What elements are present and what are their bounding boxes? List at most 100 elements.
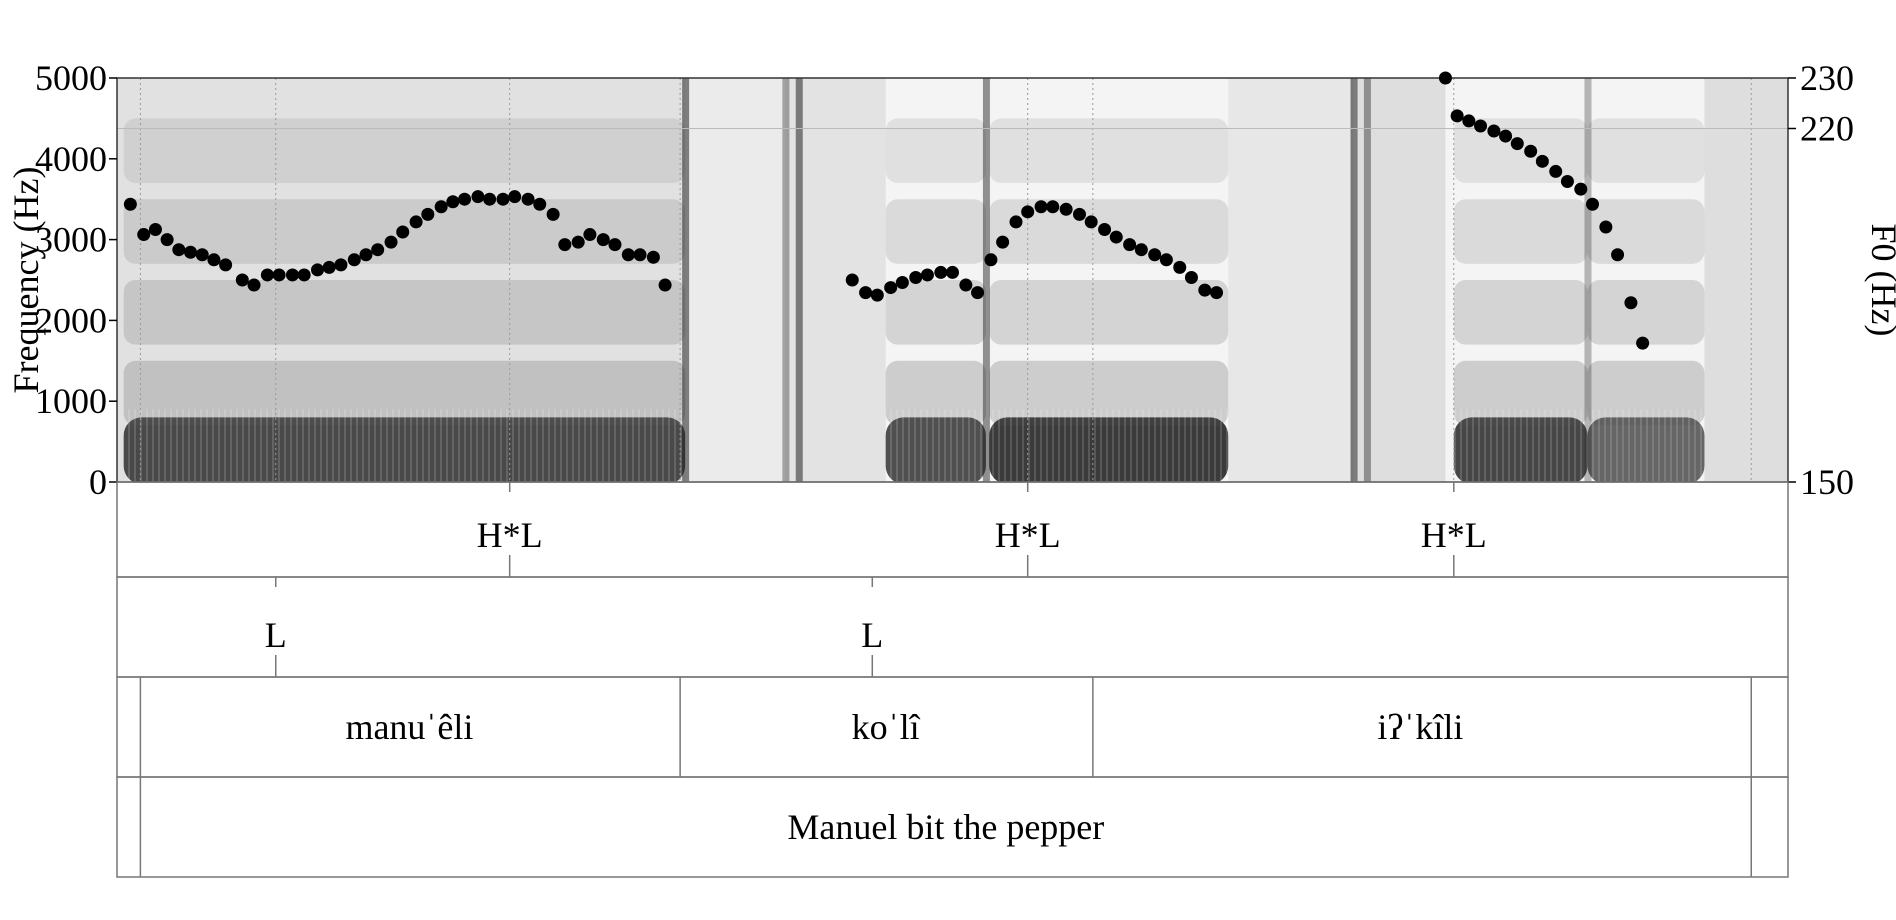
formant-band xyxy=(123,360,686,426)
frequency-tick-label: 4000 xyxy=(35,139,107,179)
pitch-point xyxy=(1109,230,1123,244)
pitch-point xyxy=(1487,124,1501,138)
pitch-point xyxy=(608,238,622,252)
pitch-point xyxy=(272,268,286,282)
low-frequency-band xyxy=(1587,417,1705,482)
formant-band xyxy=(885,118,986,184)
point-tier-label: L xyxy=(265,615,287,655)
pitch-point xyxy=(1585,197,1599,211)
burst-line xyxy=(682,78,690,482)
pitch-point xyxy=(984,253,998,267)
low-frequency-band xyxy=(989,417,1229,482)
pitch-point xyxy=(1624,296,1638,310)
pitch-point xyxy=(1123,238,1137,252)
pitch-point xyxy=(596,233,610,247)
pitch-series xyxy=(1438,71,1650,350)
pitch-point xyxy=(1499,129,1513,143)
pitch-point xyxy=(371,243,385,257)
pitch-point xyxy=(521,192,535,206)
pitch-point xyxy=(946,265,959,279)
pitch-point xyxy=(421,207,435,221)
pitch-point xyxy=(1148,248,1162,262)
pitch-point xyxy=(137,228,151,242)
pitch-point xyxy=(1173,260,1187,274)
pitch-point xyxy=(247,278,261,292)
pitch-point xyxy=(260,268,274,282)
f0-tick-label: 150 xyxy=(1800,462,1854,502)
pitch-point xyxy=(446,195,460,209)
pitch-point xyxy=(508,190,522,204)
noise-region xyxy=(117,78,686,482)
tone-tier-box xyxy=(116,481,1789,578)
interval-label: manuˈêli xyxy=(345,707,473,747)
pitch-point xyxy=(895,276,909,290)
pitch-point xyxy=(646,250,660,264)
pitch-point xyxy=(1438,71,1452,85)
pitch-point xyxy=(959,278,973,292)
pitch-point xyxy=(434,200,448,214)
pitch-point xyxy=(1134,243,1148,257)
f0-axis-title: F0 (Hz) xyxy=(1864,224,1896,337)
formant-band xyxy=(989,118,1229,184)
pitch-point xyxy=(1198,283,1212,297)
formant-band xyxy=(1587,118,1705,184)
pitch-point xyxy=(160,233,174,247)
pitch-point xyxy=(583,228,597,242)
formant-band xyxy=(1453,280,1588,345)
interval-label: koˈlî xyxy=(852,707,921,747)
pitch-point xyxy=(870,288,884,302)
pitch-point xyxy=(884,281,898,295)
formant-band xyxy=(989,280,1229,345)
pitch-point xyxy=(1462,114,1476,128)
pitch-point xyxy=(322,260,336,274)
pitch-point xyxy=(1474,119,1488,133)
pitch-point xyxy=(458,192,472,206)
pitch-point xyxy=(1084,215,1098,229)
formant-band xyxy=(1587,360,1705,426)
pitch-point xyxy=(207,253,221,267)
pitch-point xyxy=(1046,200,1060,214)
formant-band xyxy=(1587,280,1705,345)
pitch-point xyxy=(909,270,923,284)
pitch-point xyxy=(1535,154,1549,168)
pitch-point xyxy=(1524,144,1538,158)
point-tier-label: H*L xyxy=(1421,515,1487,555)
pitch-point xyxy=(1184,270,1198,284)
pitch-point xyxy=(1021,205,1035,219)
pitch-point xyxy=(558,238,572,252)
frequency-tick-label: 1000 xyxy=(35,381,107,421)
sentence-tier-box xyxy=(116,776,1789,878)
frequency-axis-title: Frequency (Hz) xyxy=(6,167,46,394)
point-tier-label: H*L xyxy=(995,515,1061,555)
pitch-point xyxy=(533,197,547,211)
formant-band xyxy=(123,280,686,345)
noise-region xyxy=(1356,78,1446,482)
pitch-point xyxy=(859,286,873,300)
pitch-point xyxy=(195,248,209,262)
formant-band xyxy=(989,360,1229,426)
formant-band xyxy=(1453,199,1588,264)
pitch-point xyxy=(621,248,635,262)
frequency-tick-label: 0 xyxy=(89,462,107,502)
pitch-point xyxy=(1611,248,1625,262)
pitch-point xyxy=(409,215,423,229)
pitch-point xyxy=(546,207,560,221)
formant-band xyxy=(1587,199,1705,264)
pitch-point xyxy=(1009,215,1023,229)
pitch-point xyxy=(1210,286,1224,300)
pitch-series xyxy=(845,200,1224,302)
low-frequency-band xyxy=(885,417,986,482)
boundary-tier-box xyxy=(116,576,1789,678)
burst-line xyxy=(982,78,990,482)
noise-region xyxy=(1704,78,1788,482)
formant-band xyxy=(123,118,686,184)
frequency-tick-label: 2000 xyxy=(35,300,107,340)
formant-band xyxy=(885,280,986,345)
spectrogram-background xyxy=(117,78,1788,482)
pitch-point xyxy=(971,286,985,300)
formant-band xyxy=(1453,360,1588,426)
pitch-point xyxy=(496,192,510,206)
pitch-point xyxy=(1510,137,1524,151)
